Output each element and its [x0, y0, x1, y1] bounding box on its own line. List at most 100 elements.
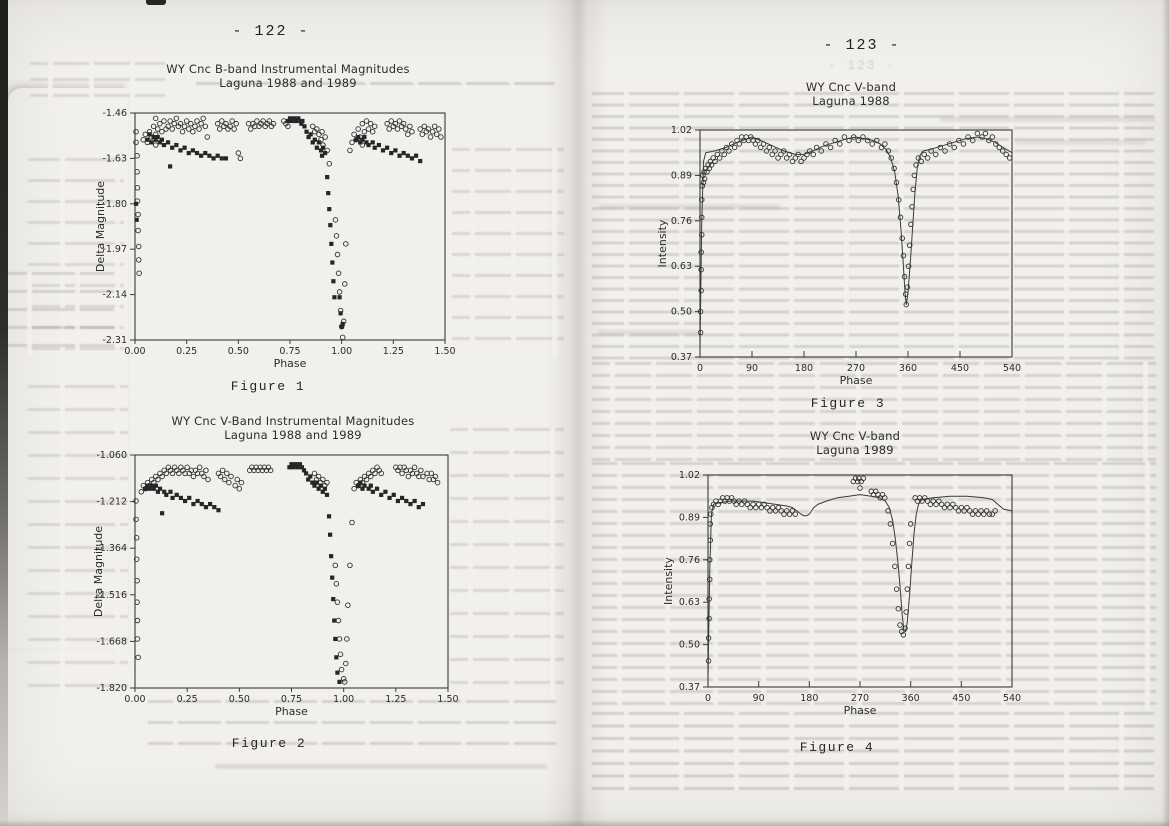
data-point-square	[178, 148, 183, 153]
figure-2-title: WY Cnc V-Band Instrumental Magnitudes La…	[171, 414, 415, 442]
data-point-circle	[1006, 155, 1013, 161]
data-point-circle	[326, 160, 333, 167]
data-point-circle	[792, 511, 799, 517]
data-point-square	[289, 462, 294, 467]
data-point-circle	[841, 134, 848, 140]
data-point-square	[356, 134, 361, 140]
figure-4-caption: Figure 4	[799, 740, 875, 755]
data-point-circle	[134, 636, 141, 642]
data-point-square	[145, 137, 150, 142]
data-point-circle	[882, 495, 888, 501]
data-point-circle	[183, 118, 190, 124]
data-point-circle	[154, 126, 161, 132]
open-circle-points	[697, 130, 1013, 336]
data-point-circle	[133, 498, 139, 504]
data-point-circle	[960, 141, 967, 147]
data-point-circle	[772, 148, 778, 154]
data-point-circle	[432, 473, 439, 480]
data-point-circle	[837, 141, 843, 147]
data-point-square	[418, 158, 423, 164]
data-point-square	[160, 511, 165, 516]
y-tick-label: -1.820	[96, 683, 127, 694]
data-point-circle	[392, 120, 399, 127]
data-point-square	[310, 480, 315, 485]
data-point-square	[328, 223, 333, 228]
data-point-circle	[421, 123, 428, 130]
data-point-circle	[270, 120, 277, 127]
x-tick-label: 0	[697, 363, 703, 374]
data-point-square	[320, 489, 325, 494]
data-point-circle	[860, 475, 867, 482]
data-point-circle	[818, 148, 825, 154]
data-point-square	[211, 156, 216, 161]
data-point-circle	[338, 666, 345, 673]
open-circle-points	[705, 475, 998, 664]
data-point-circle	[198, 120, 204, 127]
data-point-circle	[134, 169, 140, 175]
data-point-circle	[365, 126, 372, 132]
figure-1-title: WY Cnc B-band Instrumental Magnitudes La…	[166, 62, 410, 90]
data-point-square	[327, 207, 332, 212]
data-point-square	[326, 514, 332, 519]
y-tick-label: 0.63	[671, 261, 692, 272]
data-point-square	[170, 495, 175, 501]
y-tick-label: 0.76	[679, 555, 700, 566]
figure-3-chart: 0 90 180 270 360 450 540 1.02 0.89 0.76 0.63 0.50 0.…	[656, 125, 1021, 387]
data-point-square	[299, 121, 304, 126]
data-point-circle	[924, 155, 931, 161]
data-point-square	[212, 505, 217, 510]
data-point-circle	[363, 118, 370, 124]
fit-line	[707, 494, 1013, 678]
data-point-square	[208, 501, 213, 507]
data-point-circle	[235, 150, 242, 156]
data-point-square	[387, 495, 392, 501]
data-point-square	[395, 498, 401, 504]
data-point-square	[178, 495, 184, 501]
data-point-circle	[190, 473, 197, 480]
data-point-circle	[185, 126, 192, 132]
x-axis: 0.00 0.25 0.50 0.75 1.00 1.25 1.50	[124, 340, 456, 357]
y-tick-label: 0.50	[679, 640, 700, 651]
figure-3-plot-area: 0 90 180 270 360 450 540 1.02 0.89 0.76 0.63 0.50 0.…	[656, 125, 1021, 387]
data-point-square	[301, 468, 307, 473]
data-point-square	[370, 489, 375, 494]
data-point-square	[190, 148, 195, 153]
data-point-square	[219, 156, 224, 161]
data-point-square	[199, 501, 204, 507]
data-point-circle	[285, 123, 291, 130]
data-point-square	[401, 150, 406, 156]
data-point-circle	[133, 556, 140, 562]
data-point-circle	[252, 123, 258, 130]
data-point-square	[155, 134, 160, 140]
data-point-circle	[438, 134, 444, 140]
data-point-circle	[177, 120, 184, 127]
fit-line	[699, 136, 1013, 347]
data-point-square	[339, 324, 344, 329]
data-point-circle	[135, 227, 141, 234]
data-point-square	[331, 596, 336, 602]
data-point-circle	[396, 118, 403, 124]
data-point-circle	[873, 488, 879, 495]
plot-frame	[134, 454, 449, 689]
data-point-square	[366, 486, 371, 491]
data-point-circle	[899, 235, 905, 242]
data-point-circle	[405, 473, 412, 480]
data-point-circle	[351, 485, 357, 492]
filled-square-points	[143, 462, 426, 684]
data-point-circle	[363, 476, 370, 483]
data-point-circle	[918, 158, 925, 165]
y-tick-label: -2.31	[102, 335, 127, 346]
data-point-circle	[341, 679, 348, 685]
figure-4-plot-area: 0 90 180 270 360 450 540 1.02 0.89 0.76 0.63 0.50 0.…	[662, 470, 1021, 717]
data-point-circle	[134, 617, 141, 624]
data-point-circle	[411, 464, 418, 471]
data-point-circle	[904, 284, 911, 290]
data-point-circle	[736, 141, 743, 147]
y-tick-label: -2.14	[102, 290, 127, 301]
data-point-square	[306, 134, 311, 140]
data-point-circle	[134, 577, 140, 584]
data-point-circle	[159, 128, 165, 135]
y-axis: -1.46-1.63-1.80-1.97-2.14-2.31	[102, 108, 135, 346]
data-point-circle	[911, 172, 918, 179]
data-point-square	[393, 148, 398, 153]
